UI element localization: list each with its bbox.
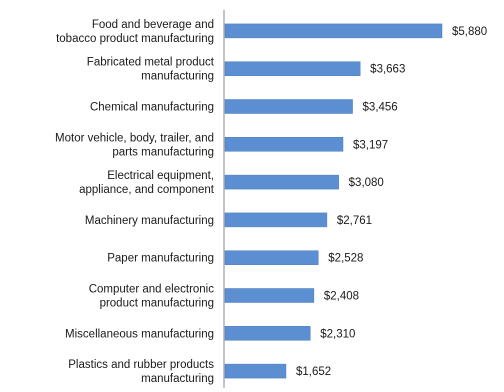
category-label-line: Computer and electronic: [89, 284, 215, 296]
category-label-line: Fabricated metal product: [87, 57, 215, 69]
bar-10: [224, 363, 287, 379]
bar-7: [224, 250, 319, 265]
bar-series: [224, 23, 443, 379]
category-label-7: Paper manufacturing: [107, 253, 214, 265]
category-label-line: manufacturing: [141, 71, 214, 83]
category-label-line: tobacco product manufacturing: [56, 33, 214, 45]
category-label-line: Motor vehicle, body, trailer, and: [55, 132, 214, 144]
category-label-6: Machinery manufacturing: [85, 215, 214, 227]
bar-1: [224, 23, 443, 39]
bar-8: [224, 288, 315, 303]
bar-2: [224, 61, 361, 76]
bar-4: [224, 137, 344, 152]
category-label-line: Paper manufacturing: [107, 253, 214, 265]
category-label-5: Electrical equipment, appliance, and comp…: [79, 170, 215, 196]
category-label-line: Food and beverage and: [92, 19, 214, 31]
category-label-line: manufacturing: [141, 373, 214, 385]
value-label-5: $3,080: [349, 177, 384, 189]
category-label-line: Chemical manufacturing: [90, 102, 214, 114]
value-label-10: $1,652: [296, 366, 331, 378]
bar-9: [224, 326, 311, 341]
bar-6: [224, 212, 328, 228]
category-label-line: Miscellaneous manufacturing: [65, 328, 214, 340]
category-label-line: Electrical equipment,: [107, 170, 214, 182]
category-label-line: appliance, and component: [79, 184, 215, 196]
category-labels: Food and beverage and tobacco product man…: [55, 19, 215, 385]
value-label-8: $2,408: [324, 291, 359, 303]
category-label-1: Food and beverage and tobacco product man…: [56, 19, 214, 45]
category-label-line: product manufacturing: [100, 298, 214, 310]
value-label-7: $2,528: [328, 253, 363, 265]
bar-5: [224, 174, 339, 190]
category-label-3: Chemical manufacturing: [90, 102, 214, 114]
category-label-line: parts manufacturing: [112, 146, 214, 158]
category-label-10: Plastics and rubber products manufacturin…: [68, 359, 214, 385]
value-label-9: $2,310: [320, 328, 355, 340]
value-labels: $5,880 $3,663 $3,456 $3,197 $3,080 $2,761 $2,5…: [296, 26, 487, 378]
category-label-8: Computer and electronic product manufactu…: [89, 284, 215, 310]
category-label-line: Machinery manufacturing: [85, 215, 214, 227]
value-label-2: $3,663: [370, 64, 405, 76]
value-label-3: $3,456: [363, 102, 398, 114]
category-label-9: Miscellaneous manufacturing: [65, 328, 214, 340]
category-label-line: Plastics and rubber products: [68, 359, 214, 371]
bar-3: [224, 99, 353, 114]
value-label-6: $2,761: [337, 215, 372, 227]
value-label-4: $3,197: [353, 139, 388, 151]
value-label-1: $5,880: [452, 26, 487, 38]
category-label-4: Motor vehicle, body, trailer, and parts m…: [55, 132, 214, 158]
category-label-2: Fabricated metal product manufacturing: [87, 57, 215, 83]
